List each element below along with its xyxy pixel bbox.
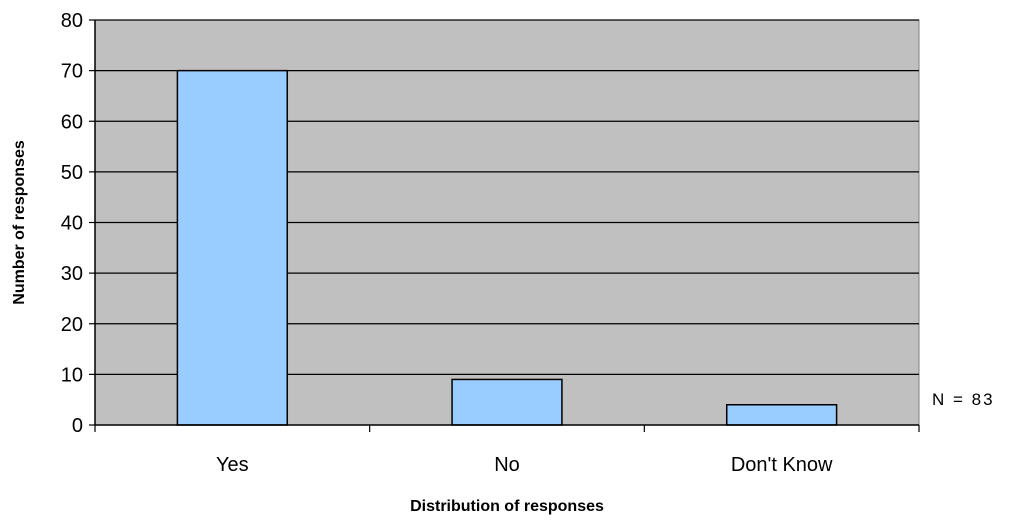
axes bbox=[89, 19, 920, 432]
y-tick-label: 80 bbox=[61, 10, 83, 32]
bar-no bbox=[451, 378, 563, 426]
y-tick-label: 20 bbox=[61, 314, 83, 336]
y-axis-title: Number of responses bbox=[11, 140, 28, 305]
x-axis-title: Distribution of responses bbox=[410, 498, 604, 515]
bars bbox=[176, 69, 838, 426]
y-tick-label: 0 bbox=[72, 415, 83, 437]
y-tick-label: 50 bbox=[61, 162, 83, 184]
y-tick-label: 30 bbox=[61, 263, 83, 285]
y-tick-label: 60 bbox=[61, 111, 83, 133]
x-tick-label: Don't Know bbox=[731, 454, 833, 476]
tick-labels: 0 10 20 30 40 50 60 70 80 Yes No Don't Know bbox=[61, 10, 833, 476]
sample-size-annotation: N = 83 bbox=[932, 390, 995, 409]
bar-yes bbox=[176, 69, 289, 426]
y-tick-label: 10 bbox=[61, 364, 83, 386]
y-tick-label: 70 bbox=[61, 61, 83, 83]
x-tick-label: No bbox=[494, 454, 520, 476]
bar-don-t-know bbox=[725, 404, 838, 426]
y-tick-label: 40 bbox=[61, 213, 83, 235]
x-tick-label: Yes bbox=[216, 454, 249, 476]
